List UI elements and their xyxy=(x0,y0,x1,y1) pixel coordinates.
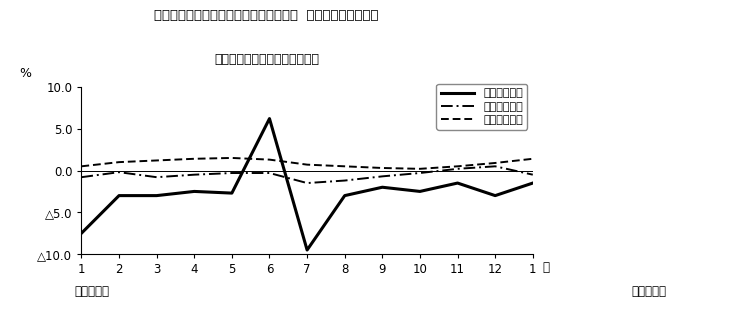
Text: （規模５人以上　調査産業計）: （規模５人以上 調査産業計） xyxy=(214,53,319,66)
Text: 月: 月 xyxy=(542,261,550,274)
Text: %: % xyxy=(19,67,31,80)
Text: 第４図　賃金、労働時間、常用雇用指数  対前年同月比の推移: 第４図 賃金、労働時間、常用雇用指数 対前年同月比の推移 xyxy=(154,9,379,22)
Legend: 現金給与総額, 総実労働時間, 常用雇用指数: 現金給与総額, 総実労働時間, 常用雇用指数 xyxy=(437,84,527,130)
Text: 平成２４年: 平成２４年 xyxy=(74,285,109,298)
Text: 平成２５年: 平成２５年 xyxy=(631,285,666,298)
